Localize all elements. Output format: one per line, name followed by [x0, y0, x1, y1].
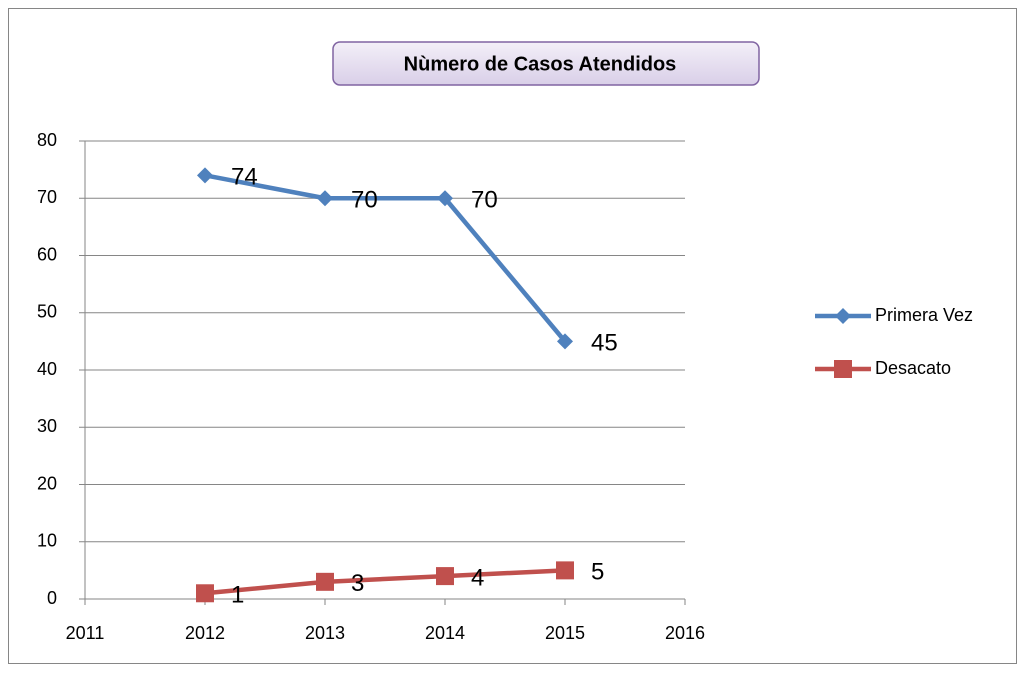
- y-tick-label: 30: [37, 416, 57, 436]
- y-tick-label: 10: [37, 531, 57, 551]
- data-label: 1: [231, 582, 244, 609]
- y-tick-label: 80: [37, 130, 57, 150]
- x-tick-label: 2012: [185, 623, 225, 643]
- x-tick-label: 2014: [425, 623, 465, 643]
- data-label: 70: [351, 187, 378, 214]
- marker: [437, 190, 453, 207]
- marker: [557, 333, 573, 350]
- series-line: [204, 568, 566, 596]
- marker: [556, 561, 574, 580]
- data-label: 3: [351, 570, 364, 597]
- y-tick-label: 40: [37, 359, 57, 379]
- legend-label: Desacato: [875, 358, 951, 378]
- x-tick-label: 2013: [305, 623, 345, 643]
- title-box: [332, 41, 760, 86]
- data-label: 5: [591, 559, 604, 586]
- chart-border: [8, 8, 1017, 664]
- data-label: 45: [591, 330, 618, 357]
- y-tick-label: 50: [37, 302, 57, 322]
- x-tick-label: 2016: [665, 623, 705, 643]
- marker: [197, 167, 213, 184]
- y-tick-label: 0: [47, 588, 57, 608]
- legend-label: Primera Vez: [875, 305, 973, 325]
- legend-marker: [835, 308, 851, 324]
- chart-title: Nùmero de Casos Atendidos: [404, 53, 677, 75]
- y-tick-label: 60: [37, 244, 57, 264]
- series-line: [204, 173, 567, 343]
- y-tick-label: 20: [37, 473, 57, 493]
- x-tick-label: 2011: [66, 623, 105, 643]
- marker: [316, 572, 334, 591]
- marker: [196, 584, 214, 603]
- data-label: 74: [231, 164, 258, 191]
- y-tick-label: 70: [37, 187, 57, 207]
- x-tick-label: 2015: [545, 623, 585, 643]
- data-label: 70: [471, 187, 498, 214]
- data-label: 4: [471, 564, 484, 591]
- marker: [436, 567, 454, 586]
- legend-marker: [834, 360, 852, 378]
- marker: [317, 190, 333, 207]
